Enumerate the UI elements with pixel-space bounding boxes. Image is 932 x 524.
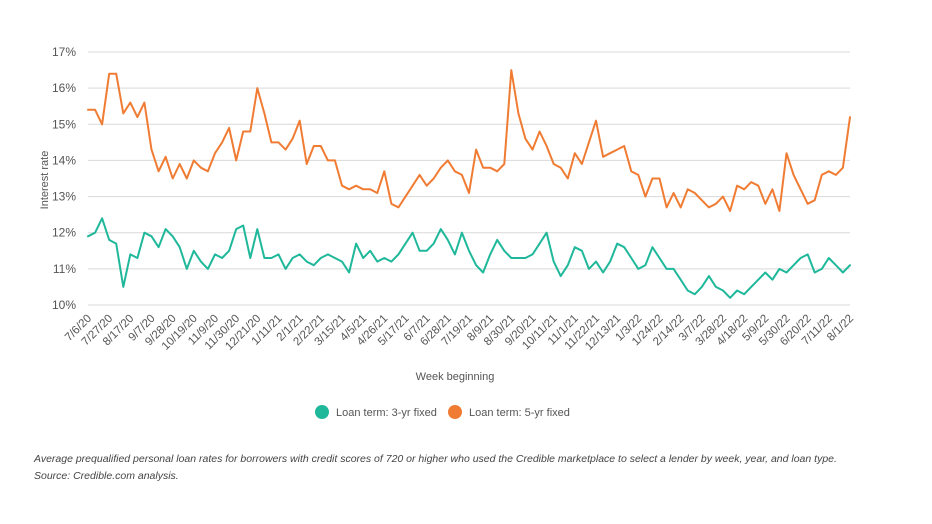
y-tick-label: 15% [52, 117, 76, 131]
y-tick-label: 10% [52, 298, 76, 312]
series-line-3yr-fixed [87, 217, 851, 299]
y-tick-label: 17% [52, 45, 76, 59]
gridlines [88, 51, 850, 306]
y-tick-label: 16% [52, 81, 76, 95]
legend-swatch-3yr [315, 405, 329, 419]
y-axis-ticks: 10% 11% 12% 13% 14% 15% 16% 17% [52, 45, 76, 312]
line-chart: 10% 11% 12% 13% 14% 15% 16% 17% 7/6/207/27/208/… [39, 45, 856, 419]
chart-caption: Average prequalified personal loan rates… [34, 453, 837, 482]
y-tick-label: 13% [52, 190, 76, 204]
legend-item-3yr: Loan term: 3-yr fixed [315, 405, 437, 419]
legend-label-3yr: Loan term: 3-yr fixed [336, 407, 437, 419]
y-tick-label: 14% [52, 153, 76, 167]
y-tick-label: 11% [53, 262, 76, 276]
y-axis-title: Interest rate [39, 151, 51, 210]
legend-swatch-5yr [448, 405, 462, 419]
y-tick-label: 12% [52, 226, 76, 240]
legend-label-5yr: Loan term: 5-yr fixed [469, 407, 570, 419]
series-line-5yr-fixed [87, 69, 851, 212]
x-axis-title: Week beginning [416, 371, 495, 383]
legend: Loan term: 3-yr fixed Loan term: 5-yr fi… [315, 405, 570, 419]
legend-item-5yr: Loan term: 5-yr fixed [448, 405, 570, 419]
series-lines [87, 69, 851, 299]
x-axis-ticks: 7/6/207/27/208/17/209/7/209/28/2010/19/2… [63, 313, 856, 353]
